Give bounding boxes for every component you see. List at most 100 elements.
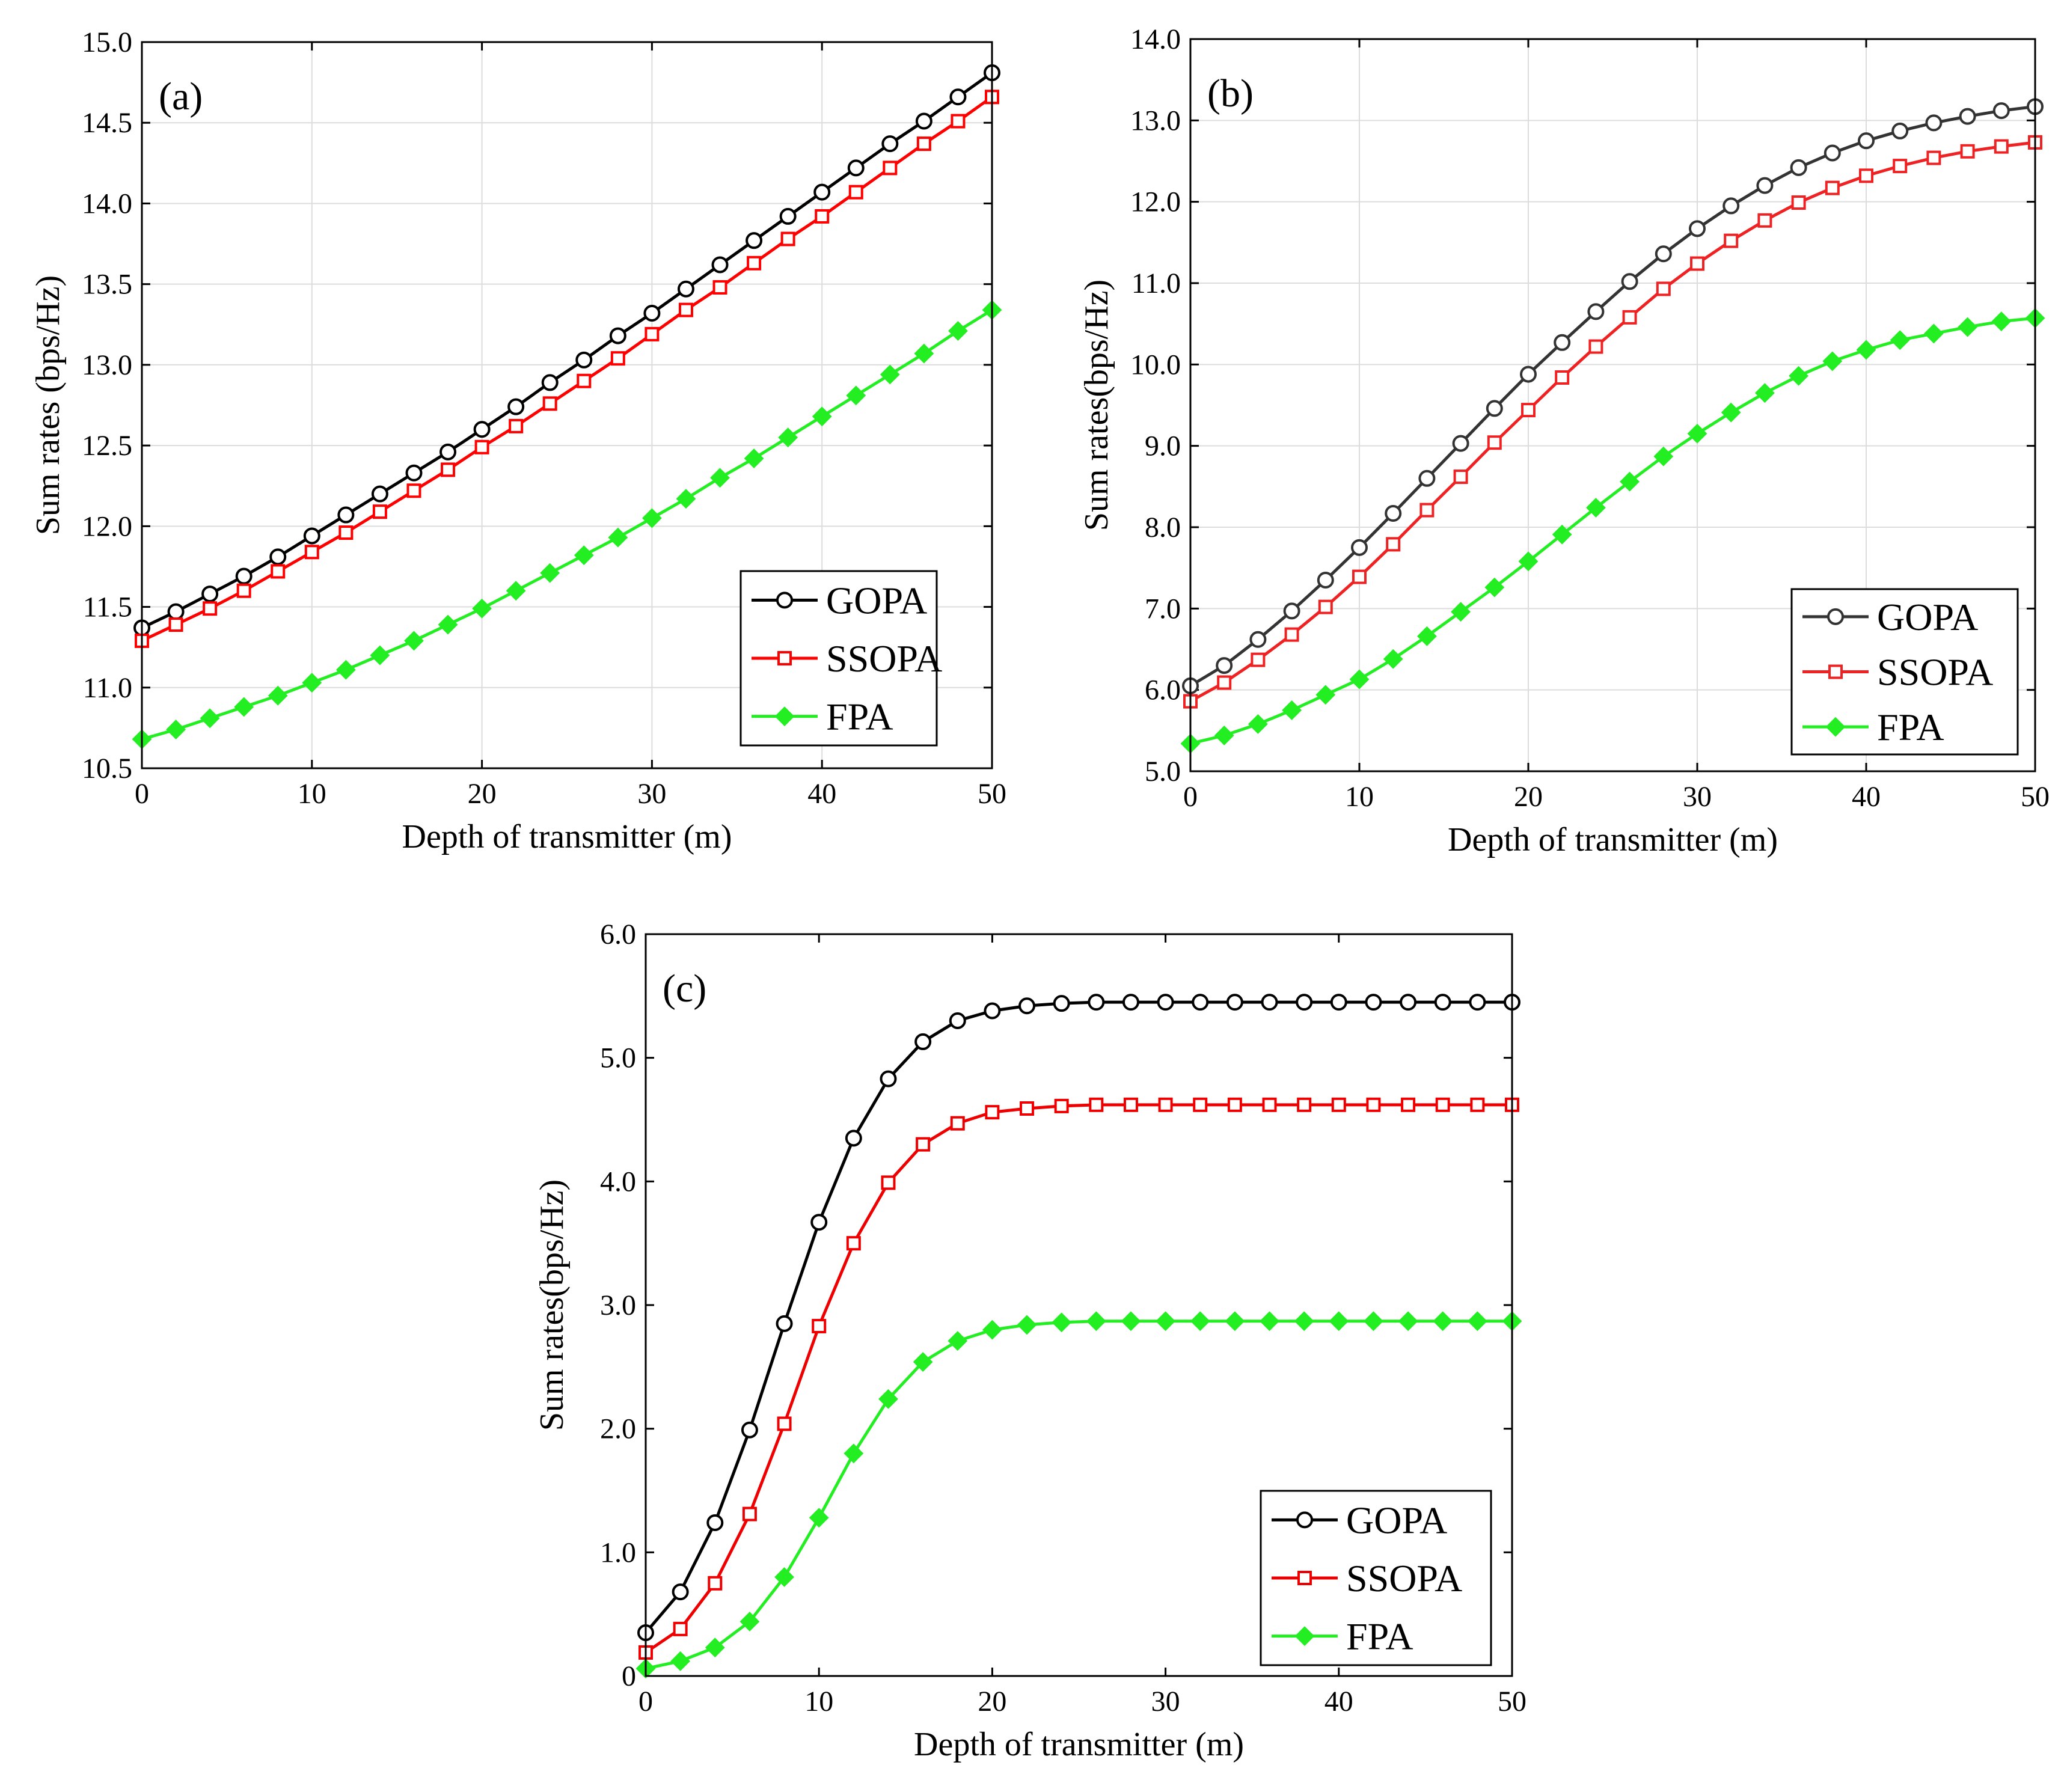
data-point-fpa (1958, 317, 1978, 337)
data-point-ssopa (1926, 150, 1941, 165)
data-point-ssopa (1386, 537, 1401, 552)
data-point-ssopa (1757, 213, 1772, 228)
legend-label-fpa: FPA (1346, 1615, 1413, 1658)
x-tick-label: 30 (1151, 1686, 1180, 1717)
data-point-gopa (541, 374, 559, 391)
data-point-gopa (1400, 994, 1417, 1011)
data-point-gopa (1434, 994, 1451, 1011)
data-point-ssopa (168, 617, 183, 632)
data-point-gopa (1418, 469, 1436, 487)
legend-label-fpa: FPA (826, 696, 893, 738)
y-tick-label: 13.0 (1130, 105, 1181, 136)
data-point-fpa (809, 1508, 829, 1528)
x-tick-label: 40 (1852, 781, 1881, 813)
x-tick-label: 10 (804, 1686, 833, 1717)
data-point-gopa (1365, 994, 1382, 1011)
y-tick-label: 11.0 (1131, 268, 1181, 299)
series-gopa (637, 994, 1520, 1642)
data-point-fpa (574, 545, 594, 566)
legend-label-gopa: GOPA (1346, 1499, 1447, 1541)
data-point-gopa (1261, 994, 1278, 1011)
data-point-fpa (608, 527, 628, 548)
data-point-ssopa (815, 209, 830, 224)
data-point-ssopa (474, 439, 489, 454)
data-point-ssopa (1020, 1101, 1035, 1116)
data-point-gopa (1088, 994, 1105, 1011)
data-point-fpa (642, 508, 662, 528)
data-point-gopa (1469, 994, 1486, 1011)
data-point-gopa (1283, 602, 1300, 620)
data-point-fpa (1620, 471, 1640, 492)
data-point-ssopa (951, 114, 966, 129)
data-point-gopa (575, 351, 593, 368)
data-point-ssopa (1297, 1097, 1312, 1112)
data-point-gopa (1226, 994, 1243, 1011)
data-point-fpa (982, 1320, 1002, 1340)
data-point-gopa (1858, 132, 1875, 150)
y-tick-label: 9.0 (1145, 430, 1181, 462)
data-point-gopa (915, 112, 932, 130)
legend: GOPA SSOPA FPA (1260, 1490, 1492, 1666)
data-point-gopa (672, 1583, 689, 1601)
data-point-ssopa (372, 504, 387, 519)
data-point-gopa (1891, 122, 1909, 139)
data-point-ssopa (1724, 233, 1739, 248)
data-point-fpa (1349, 669, 1370, 690)
data-point-fpa (1789, 365, 1809, 386)
data-point-gopa (949, 1012, 966, 1029)
data-point-gopa (1296, 994, 1313, 1011)
data-point-ssopa (812, 1318, 827, 1333)
data-point-fpa (846, 385, 866, 406)
data-point-fpa (1052, 1312, 1072, 1333)
data-point-fpa (948, 1331, 968, 1351)
legend-label-gopa: GOPA (826, 579, 927, 622)
data-point-fpa (540, 563, 560, 583)
y-tick-label: 11.5 (83, 592, 132, 623)
y-tick-label: 13.0 (82, 349, 132, 381)
data-point-fpa (1329, 1311, 1349, 1332)
legend: GOPA SSOPA FPA (740, 570, 942, 747)
data-point-gopa (1192, 994, 1209, 1011)
data-point-fpa (744, 448, 764, 469)
y-tick-label: 0 (622, 1660, 636, 1692)
data-point-fpa (234, 697, 254, 717)
y-tick-label: 12.0 (82, 510, 132, 542)
y-tick-label: 2.0 (600, 1413, 636, 1445)
legend-marker-ssopa (777, 651, 792, 665)
data-point-gopa (1157, 994, 1174, 1011)
data-point-fpa (1585, 498, 1606, 518)
data-point-gopa (845, 1130, 862, 1147)
data-point-fpa (1017, 1315, 1037, 1335)
x-axis-label: Depth of transmitter (m) (1448, 821, 1778, 858)
data-point-fpa (1721, 402, 1741, 423)
y-tick-label: 7.0 (1145, 593, 1181, 625)
data-point-fpa (812, 406, 832, 427)
data-point-fpa (1364, 1311, 1383, 1332)
legend-marker-gopa (1296, 1511, 1313, 1529)
data-point-gopa (1330, 994, 1347, 1011)
data-point-fpa (1121, 1311, 1141, 1332)
data-point-fpa (1156, 1311, 1176, 1332)
x-tick-label: 0 (135, 778, 149, 810)
y-tick-label: 5.0 (1145, 756, 1181, 787)
data-point-fpa (1451, 602, 1471, 622)
data-point-fpa (705, 1638, 725, 1658)
panel-label: (a) (159, 75, 203, 118)
x-tick-label: 50 (2021, 781, 2050, 813)
data-point-gopa (1587, 303, 1605, 320)
y-tick-label: 15.0 (82, 26, 132, 58)
data-point-ssopa (1690, 256, 1704, 271)
data-point-gopa (609, 327, 626, 344)
data-point-ssopa (1318, 599, 1333, 614)
data-point-fpa (335, 659, 356, 680)
x-tick-label: 20 (1514, 781, 1543, 813)
panel-b: 0 10 20 30 40 50 5.0 6.0 7.0 8.0 9.0 10.0 11.0 12.0 13… (1078, 23, 2050, 858)
panel-c: 0 10 20 30 40 50 0 1.0 2.0 3.0 4.0 5.0 6.0 (c) Depth o… (533, 919, 1526, 1763)
data-point-ssopa (848, 185, 863, 200)
data-point-gopa (1486, 400, 1503, 417)
data-point-ssopa (1251, 652, 1266, 667)
y-tick-label: 5.0 (600, 1042, 636, 1074)
data-point-ssopa (1622, 310, 1637, 325)
series-ssopa (1183, 135, 2042, 709)
data-point-gopa (880, 1070, 897, 1087)
